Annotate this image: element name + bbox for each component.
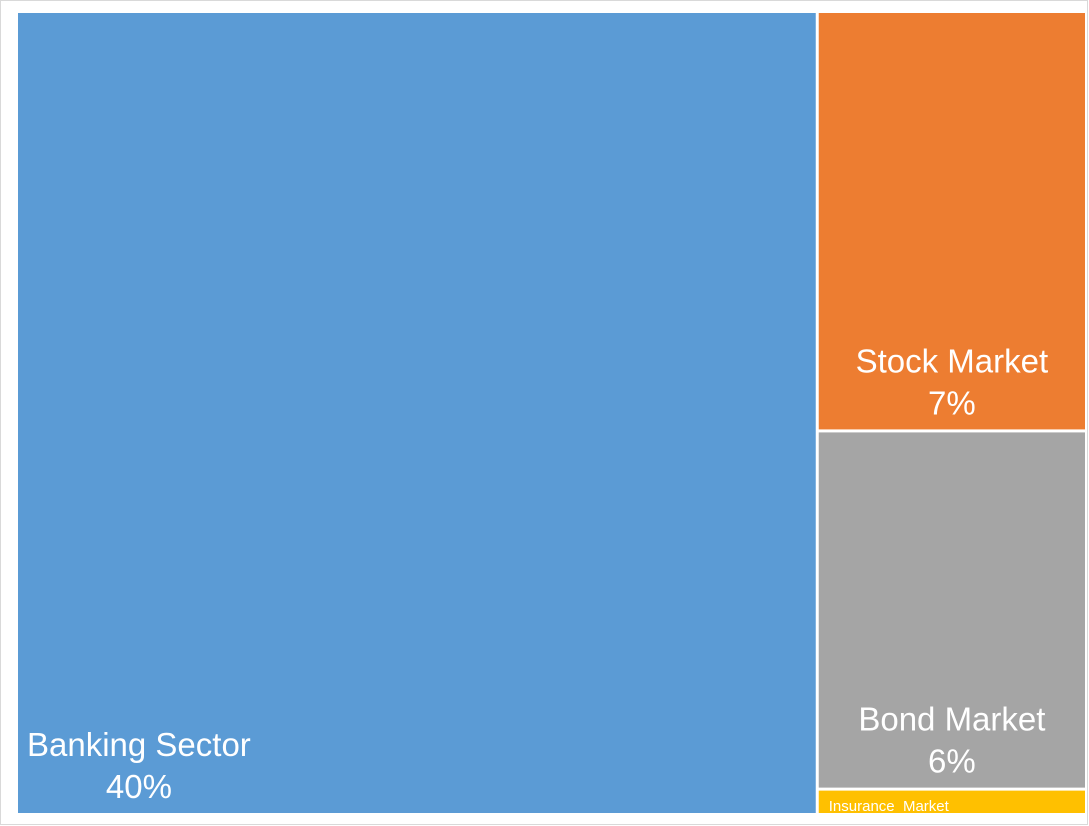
tile-value-stock-market: 7% — [928, 384, 976, 421]
tile-value-bond-market: 6% — [928, 743, 976, 780]
tile-banking-sector — [18, 13, 816, 813]
tile-value-banking-sector: 40% — [106, 768, 172, 805]
tiles-layer — [18, 13, 1085, 813]
tile-stock-market — [818, 13, 1085, 430]
tile-bond-market — [818, 432, 1085, 788]
tile-label-banking-sector: Banking Sector — [27, 726, 251, 763]
tile-label-stock-market: Stock Market — [856, 342, 1049, 379]
labels-layer: Banking Sector 40% Stock Market 7% Bond Mark… — [27, 342, 1048, 815]
tile-insurance-market — [818, 790, 1085, 813]
tile-label-insurance-market: Insurance Market — [829, 798, 950, 815]
tile-label-bond-market: Bond Market — [858, 701, 1045, 738]
